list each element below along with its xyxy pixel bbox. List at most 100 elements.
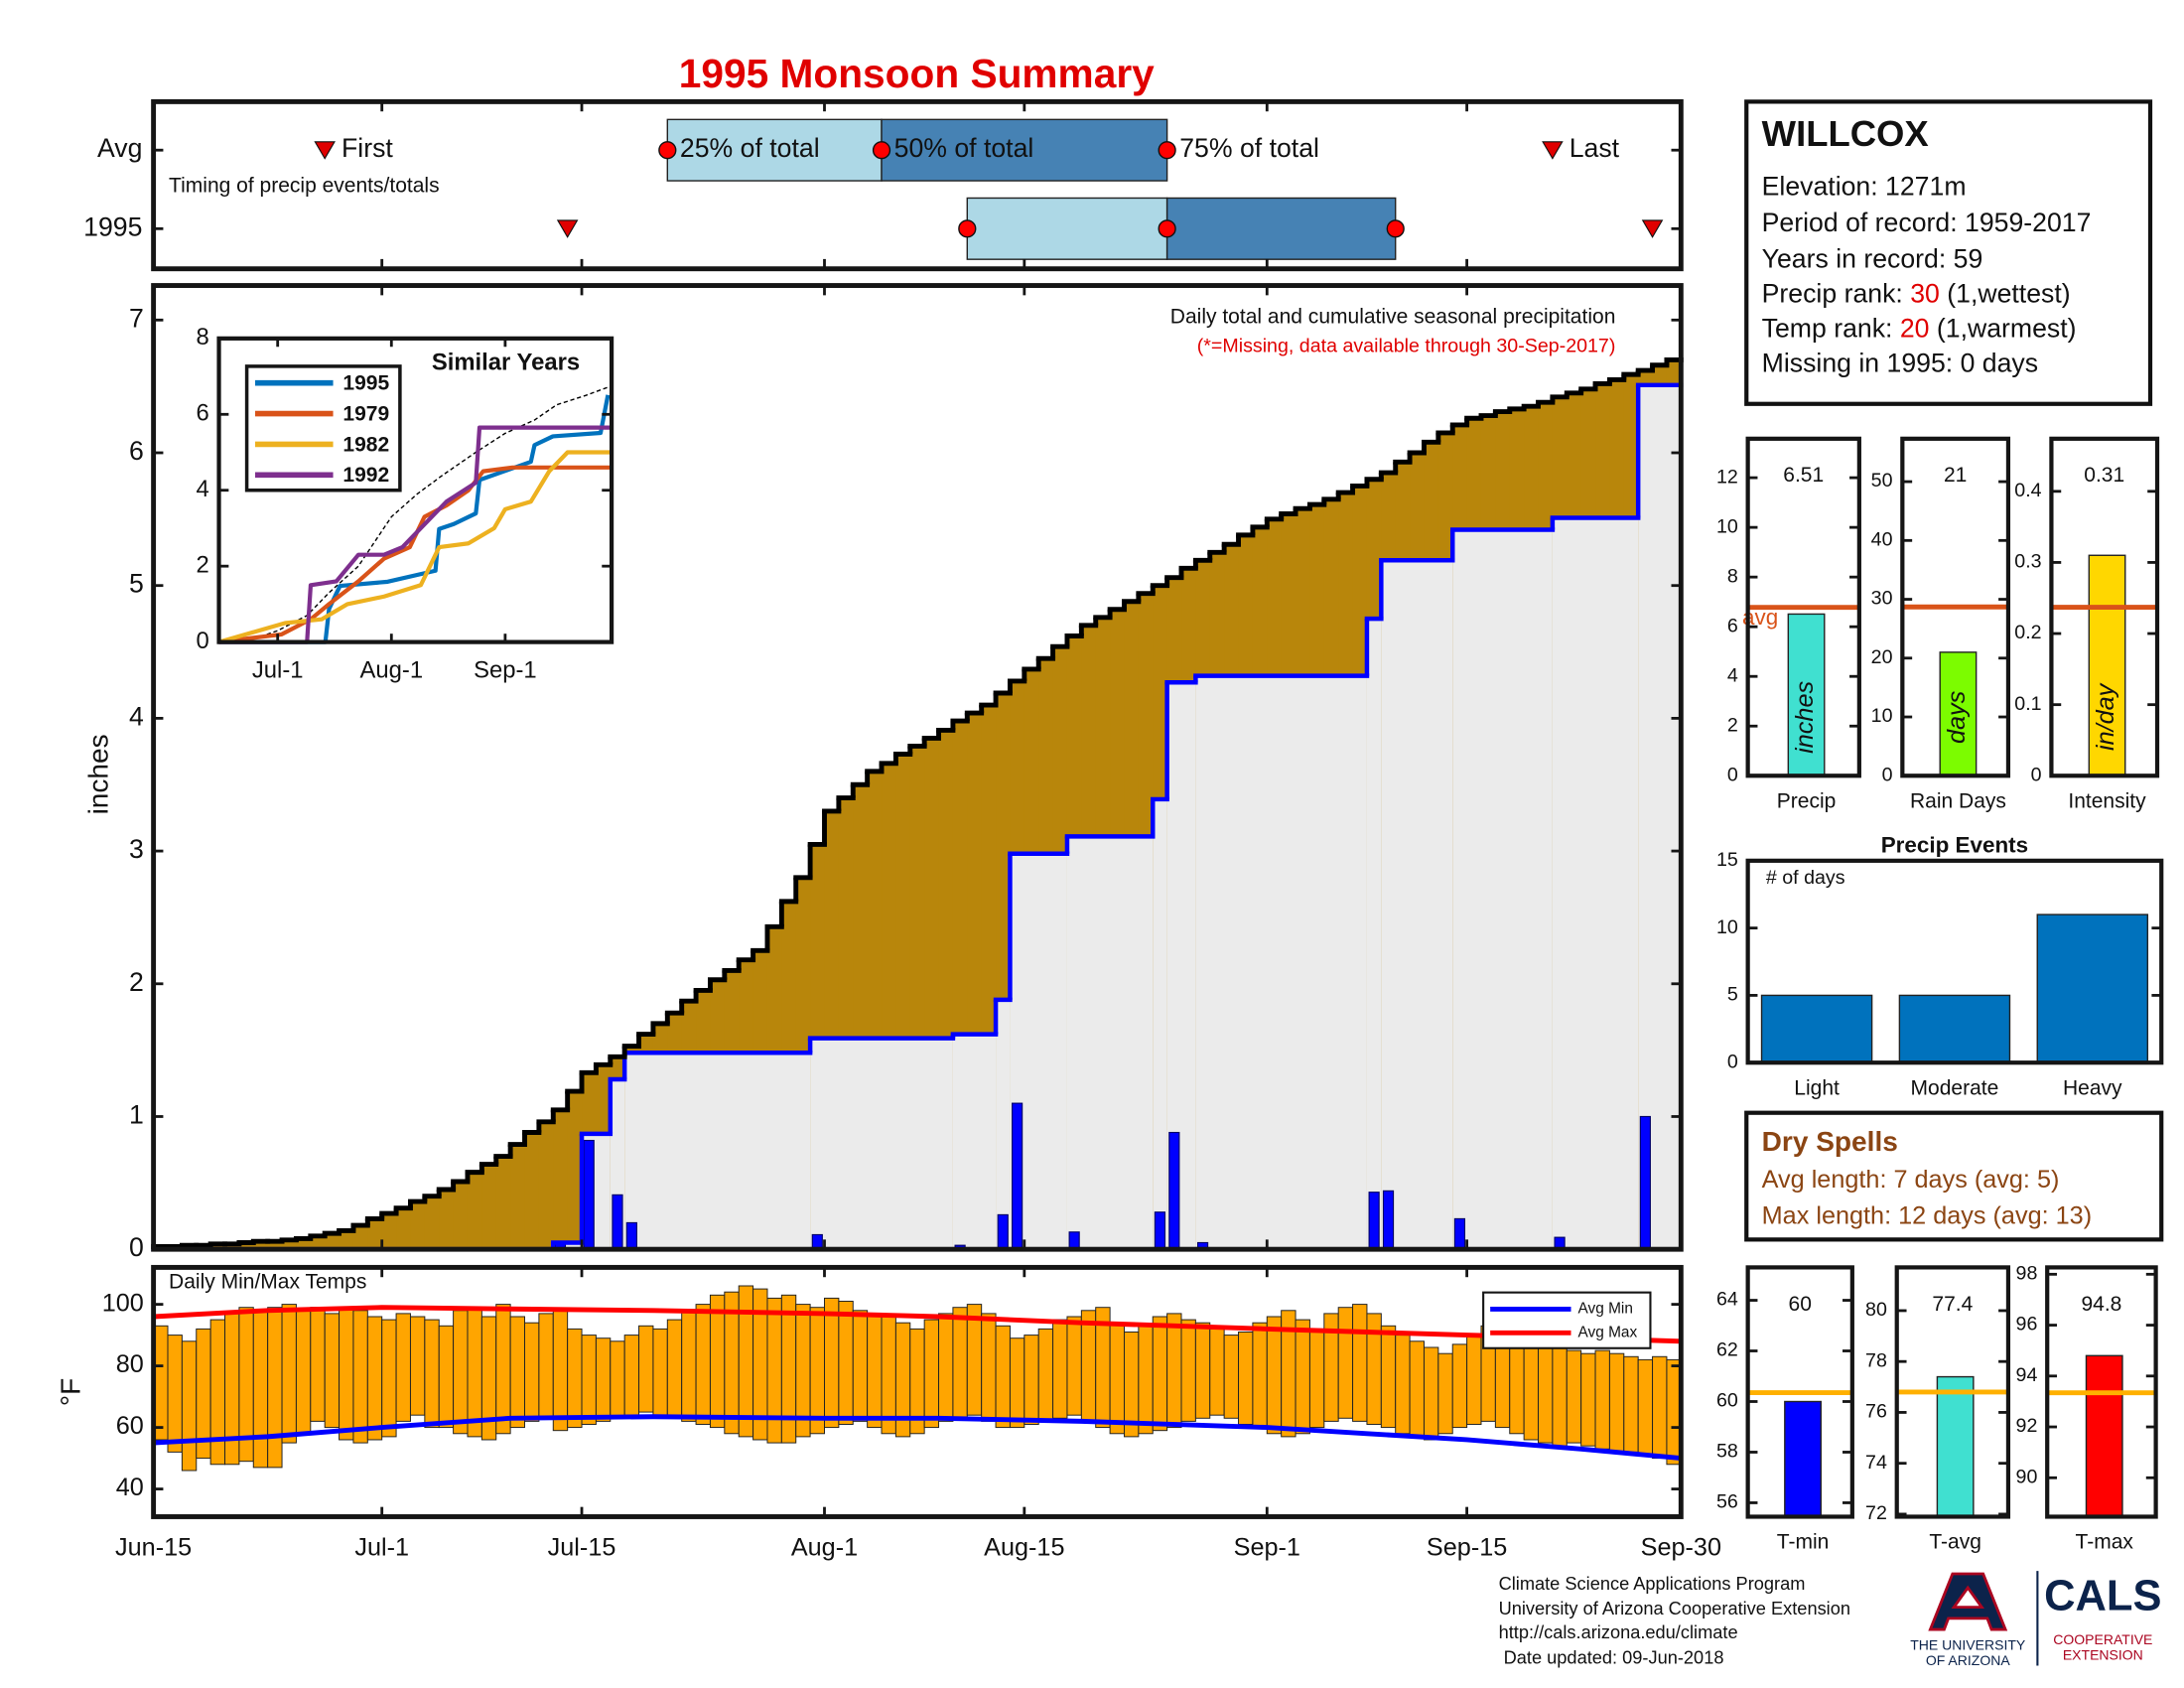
avg-temp-line <box>153 1414 1682 1462</box>
marker-label: Last <box>1570 133 1620 163</box>
value-label: 77.4 <box>1932 1293 1973 1316</box>
temp-rank-label: Temp rank: <box>1762 313 1893 343</box>
station-elevation: Elevation: 1271m <box>1762 171 1967 201</box>
x-tick-label: Sep-15 <box>1427 1533 1507 1561</box>
logo: THE UNIVERSITY OF ARIZONA CALS COOPERATI… <box>1910 1571 2161 1668</box>
avg-area <box>339 1230 354 1250</box>
daily-bar <box>1068 1231 1080 1250</box>
temp-range-bar <box>1380 1325 1397 1429</box>
temp-range-bar <box>467 1307 482 1438</box>
y-tick-label: 58 <box>1716 1441 1738 1463</box>
indicator-bar <box>2085 1354 2123 1518</box>
y-tick-label: 20 <box>1871 646 1893 668</box>
temp-range-bar <box>581 1335 597 1425</box>
season-area <box>624 1053 811 1250</box>
y-tick-label: 60 <box>116 1412 144 1440</box>
y-tick-label: 4 <box>196 476 208 502</box>
y-tick-label: 100 <box>102 1289 144 1317</box>
dry-spells-line: Avg length: 7 days (avg: 5) <box>1762 1166 2060 1194</box>
temp-range-bar <box>1538 1343 1554 1444</box>
legend-label: 1992 <box>342 464 389 487</box>
timing-early <box>966 197 1168 260</box>
avg-area <box>224 1243 240 1250</box>
temp-range-bar <box>1295 1319 1310 1435</box>
avg-area <box>467 1172 483 1250</box>
temp-range-bar <box>738 1285 754 1438</box>
temp-range-bar <box>1080 1310 1097 1422</box>
temp-range-bar <box>652 1328 668 1416</box>
panel-label: # of days <box>1766 867 1845 889</box>
temp-range-bar <box>1037 1328 1054 1422</box>
temp-range-bar <box>610 1340 625 1419</box>
axes-frame <box>151 98 1684 272</box>
avg-area <box>510 1144 526 1250</box>
axes-frame <box>1745 858 2164 1065</box>
precip-rank-value: 30 <box>1910 278 1940 308</box>
temp-range-bar <box>339 1307 354 1441</box>
temp-range-bar <box>852 1310 869 1422</box>
row-label: 1995 <box>83 211 142 241</box>
temp-range-bar <box>595 1337 612 1422</box>
temp-range-bar <box>538 1313 554 1419</box>
precip-rank-label: Precip rank: <box>1762 278 1903 308</box>
temp-range-bar <box>1352 1304 1368 1422</box>
temp-range-bar <box>1223 1335 1240 1419</box>
y-tick-label: 64 <box>1716 1289 1738 1311</box>
temp-range-bar <box>995 1325 1011 1429</box>
temp-range-bar <box>1238 1332 1254 1425</box>
timing-triangle <box>1542 141 1564 160</box>
footer-line: Climate Science Applications Program <box>1499 1573 1806 1594</box>
x-tick-label: Light <box>1794 1076 1840 1099</box>
precip-rank-note: (1,wettest) <box>1947 278 2070 308</box>
extension-name: COOPERATIVE <box>2053 1631 2152 1647</box>
timing-dot <box>658 141 677 160</box>
series-line <box>217 450 613 644</box>
temp-range-bar <box>224 1313 240 1466</box>
temp-range-bar <box>1194 1322 1211 1419</box>
axes-frame <box>151 283 1684 1252</box>
indicator-bar <box>2088 554 2126 776</box>
x-tick-label: Jul-1 <box>354 1533 409 1561</box>
panel-title: Daily Min/Max Temps <box>169 1270 366 1293</box>
temp-range-bar <box>1337 1307 1354 1419</box>
temp-range-bar <box>695 1304 711 1425</box>
timing-triangle <box>314 141 336 160</box>
temp-rank: Temp rank: 20 (1,warmest) <box>1762 313 2077 343</box>
y-tick-label: 8 <box>196 324 208 351</box>
unit-label: inches <box>1791 681 1819 754</box>
y-tick-label: 0.3 <box>2014 551 2041 573</box>
y-tick-label: 1 <box>129 1100 144 1130</box>
x-tick-label: Jun-15 <box>115 1533 192 1561</box>
temp-range-bar <box>1024 1335 1039 1425</box>
y-tick-label: 92 <box>2016 1415 2038 1437</box>
avg-area <box>325 1233 341 1250</box>
temp-range-bar <box>1580 1352 1596 1447</box>
y-tick-label: 30 <box>1871 588 1893 610</box>
season-area <box>1366 619 1382 1250</box>
y-tick-label: 3 <box>129 834 144 864</box>
inset-title: Similar Years <box>432 349 580 375</box>
daily-bar <box>625 1221 637 1250</box>
event-bar <box>2036 914 2149 1063</box>
marker-label: 25% of total <box>680 133 820 163</box>
temp-range-bar <box>181 1340 198 1472</box>
daily-bar <box>1382 1190 1395 1250</box>
temp-range-bar <box>352 1310 368 1444</box>
avg-area <box>253 1241 269 1250</box>
y-tick-label: 0 <box>1727 764 1738 785</box>
avg-area <box>210 1243 226 1250</box>
y-tick-label: 0 <box>2031 764 2042 785</box>
temp-range-bar <box>824 1297 840 1429</box>
value-label: 6.51 <box>1783 464 1824 487</box>
avg-area <box>424 1196 440 1250</box>
value-label: 60 <box>1789 1293 1812 1316</box>
avg-area <box>453 1181 469 1250</box>
panel-title: Precip Events <box>1881 833 2028 858</box>
season-area <box>996 999 1011 1250</box>
avg-area <box>352 1225 369 1250</box>
y-tick-label: 5 <box>1727 984 1738 1006</box>
avg-area <box>396 1207 412 1250</box>
temp-range-bar <box>1594 1349 1610 1450</box>
timing-dot <box>1386 219 1405 238</box>
